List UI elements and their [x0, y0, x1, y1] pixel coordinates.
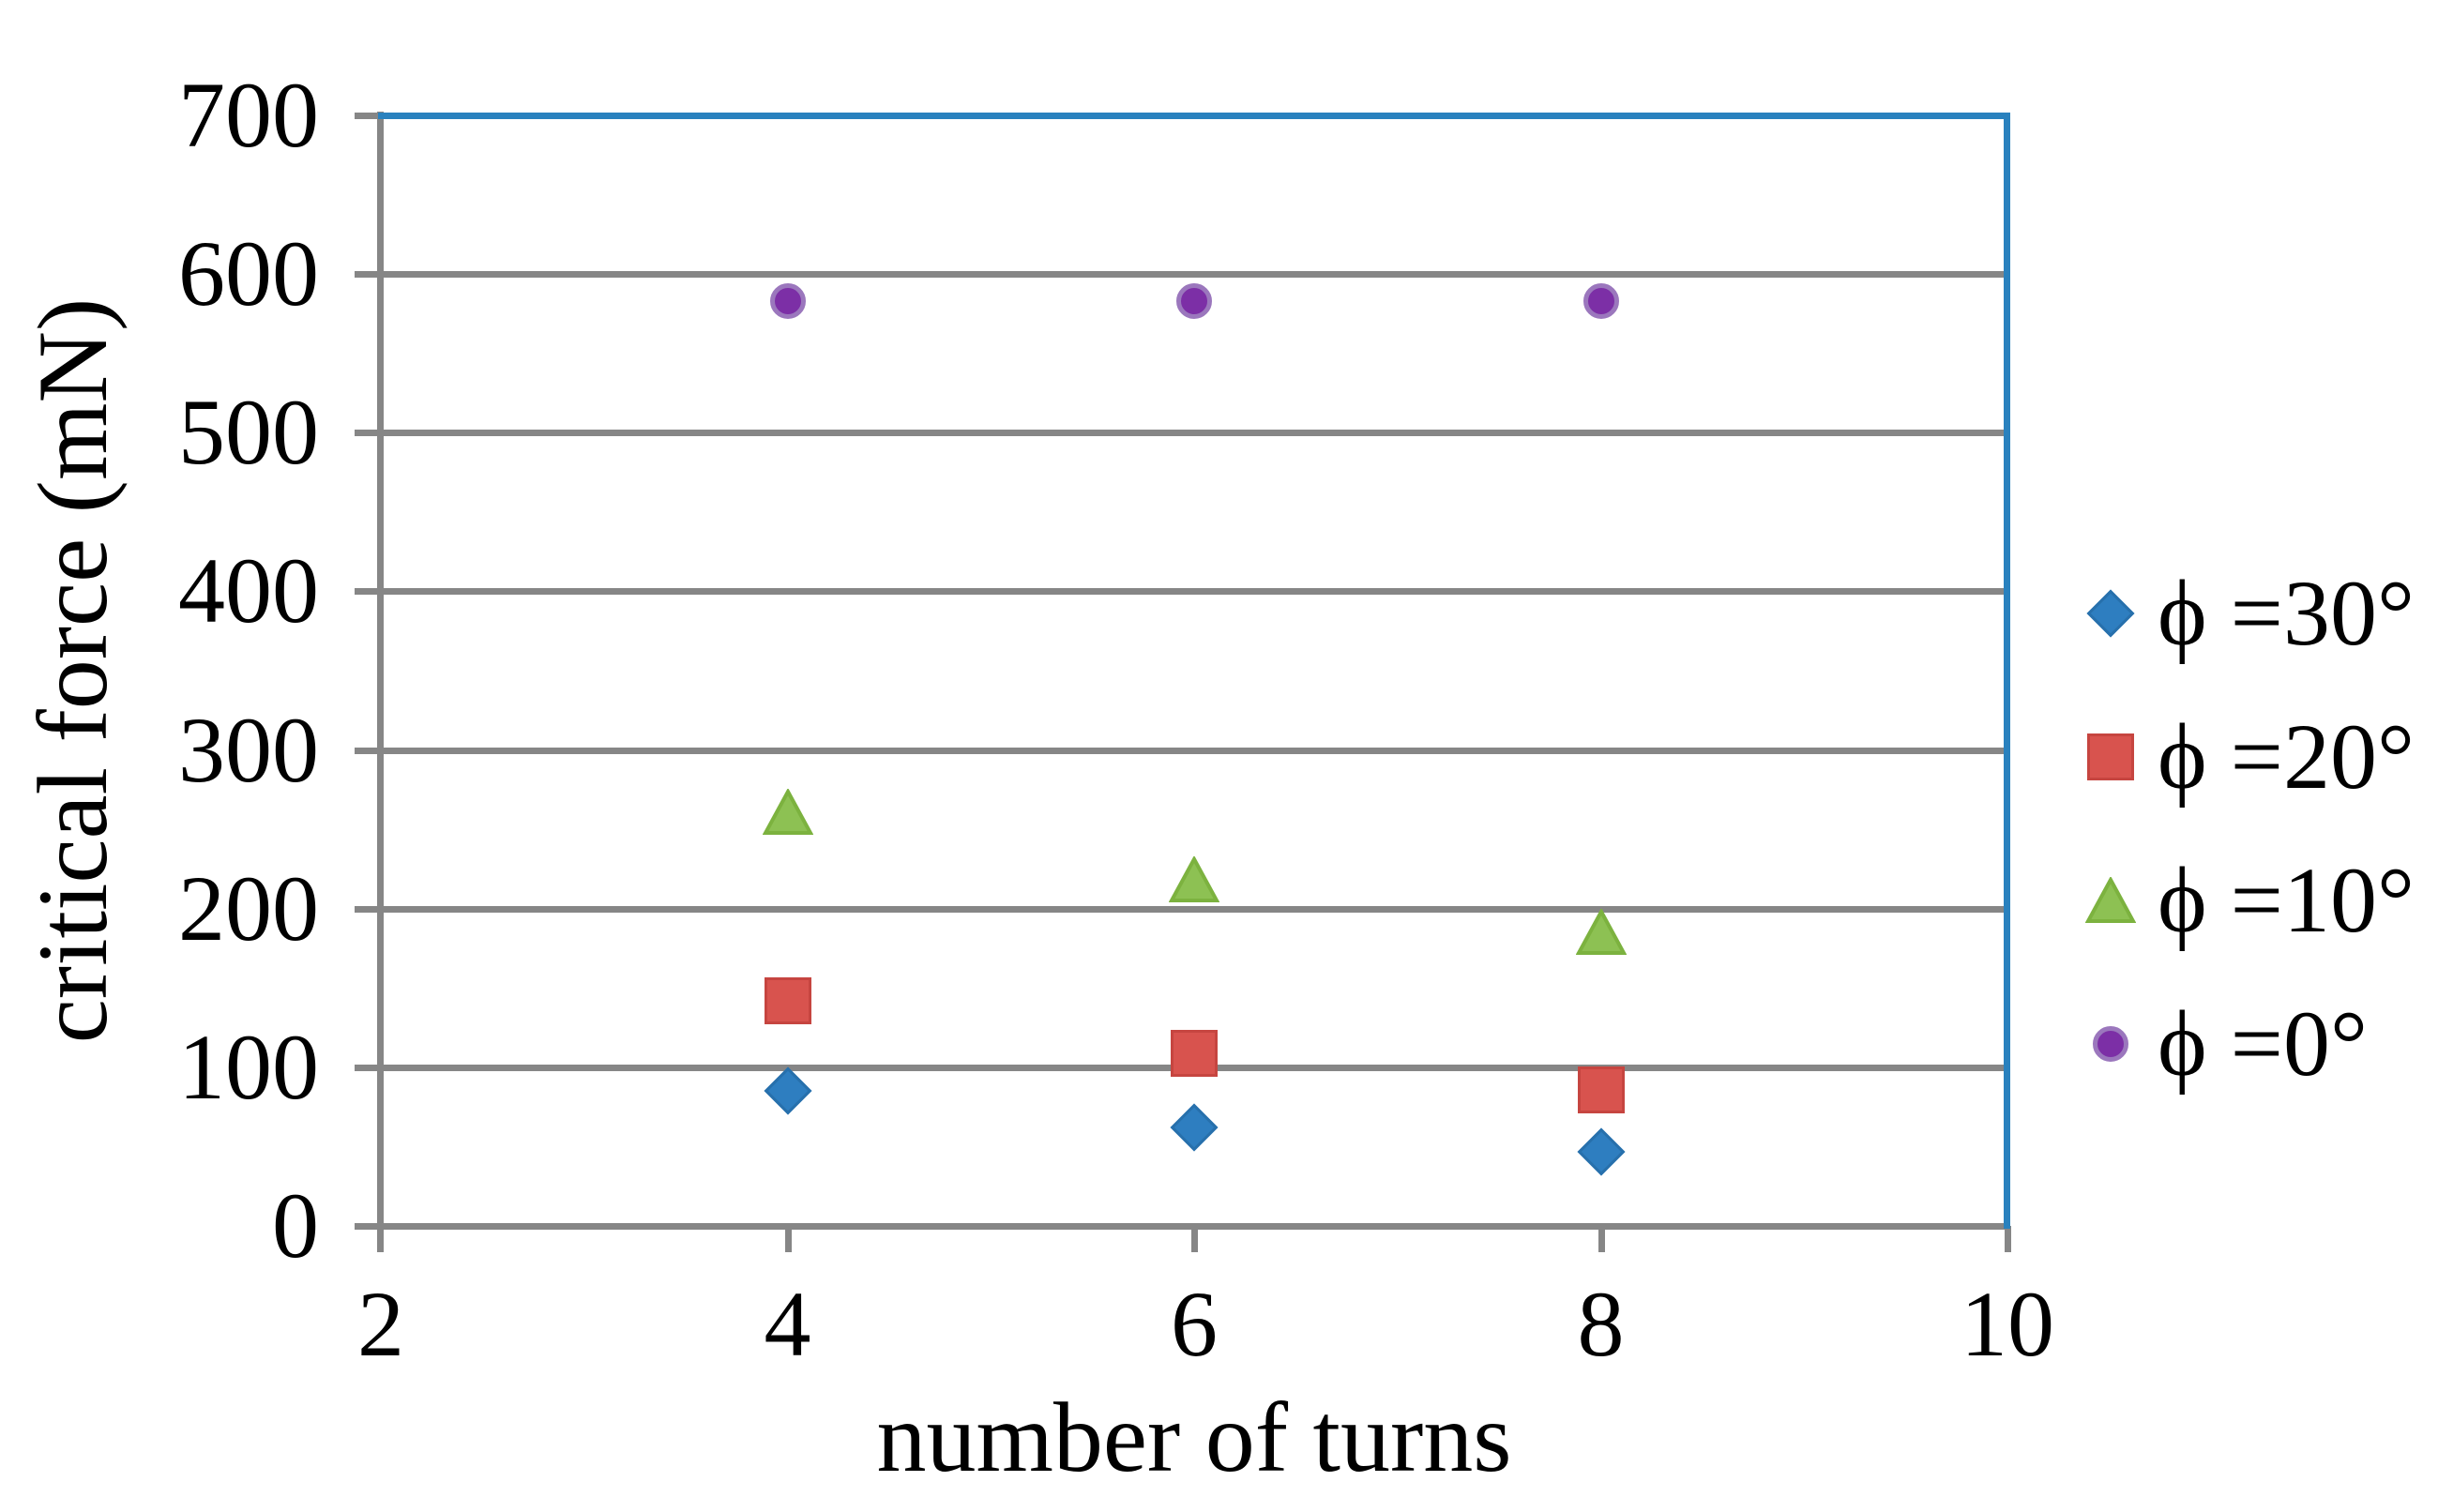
- data-point-marker: [764, 1066, 811, 1115]
- square-marker-icon: [2087, 733, 2134, 780]
- y-tick-label: 700: [178, 63, 319, 167]
- diamond-marker-icon: [1170, 1103, 1219, 1152]
- y-gridline: [381, 430, 2004, 437]
- y-tick: [355, 113, 381, 119]
- data-point-marker: [1577, 1066, 1625, 1113]
- y-gridline: [381, 588, 2004, 596]
- x-tick-label: 10: [1961, 1272, 2054, 1376]
- data-point-marker: [1169, 856, 1219, 903]
- data-point-marker: [1575, 909, 1627, 956]
- legend-triangle-icon: [2085, 877, 2136, 924]
- y-tick-label: 500: [178, 380, 319, 485]
- legend-label: ϕ =30°: [2158, 561, 2415, 665]
- y-tick-label: 600: [178, 221, 319, 326]
- x-tick: [2005, 1226, 2011, 1252]
- y-tick-label: 100: [178, 1014, 319, 1119]
- y-tick: [355, 1064, 381, 1071]
- y-gridline: [381, 747, 2004, 754]
- circle-marker-icon: [1582, 282, 1619, 319]
- x-tick-label: 2: [357, 1272, 404, 1376]
- y-tick: [355, 588, 381, 596]
- square-marker-icon: [764, 976, 811, 1024]
- legend-circle-icon: [2093, 1026, 2128, 1062]
- y-tick-label: 300: [178, 697, 319, 802]
- legend-square-icon: [2087, 733, 2134, 780]
- square-marker-icon: [1577, 1066, 1625, 1113]
- diamond-marker-icon: [2086, 589, 2135, 638]
- circle-marker-icon: [1176, 282, 1212, 319]
- data-point-marker: [764, 976, 811, 1024]
- x-tick-label: 8: [1577, 1272, 1625, 1376]
- y-axis-title: critical force (mN): [18, 297, 128, 1044]
- y-tick: [355, 271, 381, 279]
- data-point-marker: [1170, 1103, 1219, 1152]
- data-point-marker: [1577, 1127, 1625, 1175]
- legend-label: ϕ =0°: [2158, 991, 2369, 1096]
- data-point-marker: [762, 788, 813, 836]
- y-tick: [355, 905, 381, 913]
- circle-marker-icon: [2093, 1026, 2128, 1062]
- data-point-marker: [1582, 282, 1619, 319]
- y-tick: [355, 747, 381, 754]
- y-tick-label: 200: [178, 855, 319, 960]
- y-tick: [355, 430, 381, 437]
- legend-diamond-icon: [2086, 589, 2135, 638]
- circle-marker-icon: [769, 282, 806, 319]
- square-marker-icon: [1171, 1029, 1218, 1077]
- data-point-marker: [1176, 282, 1212, 319]
- x-axis-title: number of turns: [876, 1383, 1512, 1492]
- legend-label: ϕ =20°: [2158, 704, 2415, 809]
- plot-border-top: [378, 113, 2010, 119]
- x-tick-label: 6: [1171, 1272, 1218, 1376]
- y-axis-line: [377, 112, 384, 1252]
- y-tick-label: 400: [178, 538, 319, 643]
- y-tick: [355, 1223, 381, 1230]
- x-tick: [1598, 1226, 1605, 1252]
- plot-border-right: [2004, 113, 2010, 1229]
- legend-label: ϕ =10°: [2158, 848, 2415, 952]
- x-axis-line: [355, 1223, 2007, 1230]
- diamond-marker-icon: [764, 1066, 811, 1115]
- y-tick-label: 0: [272, 1173, 319, 1278]
- x-tick: [1191, 1226, 1198, 1252]
- data-point-marker: [1171, 1029, 1218, 1077]
- data-point-marker: [769, 282, 806, 319]
- y-gridline: [381, 271, 2004, 279]
- x-tick: [784, 1226, 792, 1252]
- x-tick-label: 4: [764, 1272, 811, 1376]
- y-gridline: [381, 905, 2004, 913]
- diamond-marker-icon: [1577, 1127, 1625, 1175]
